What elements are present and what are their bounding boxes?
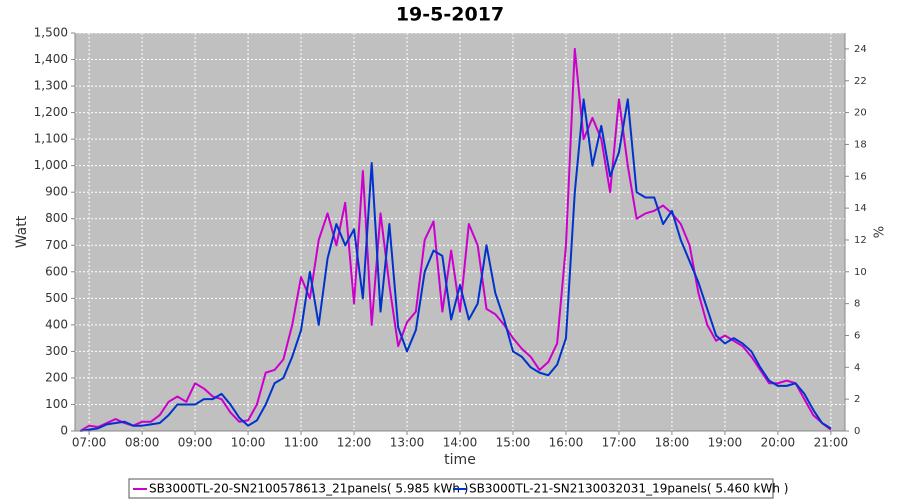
x-tick-label: 20:00 <box>761 436 796 450</box>
y-tick-label: 1,200 <box>34 105 68 119</box>
x-tick-label: 07:00 <box>72 436 107 450</box>
y-tick-label: 700 <box>45 238 68 252</box>
y-tick-label: 500 <box>45 291 68 305</box>
y-tick-label: 600 <box>45 264 68 278</box>
series-line <box>79 47 832 432</box>
y-tick-label: 200 <box>45 370 68 384</box>
y2-tick-label: 16 <box>854 171 867 182</box>
y2-tick-label: 0 <box>854 426 860 437</box>
y-tick-label: 1,400 <box>34 52 68 66</box>
x-tick-label: 17:00 <box>602 436 637 450</box>
y2-tick-label: 20 <box>854 108 867 119</box>
y-tick-label: 800 <box>45 211 68 225</box>
y2-axis-label: % <box>873 226 888 238</box>
y-tick-label: 100 <box>45 397 68 411</box>
x-tick-label: 13:00 <box>390 436 425 450</box>
y-axis-label: Watt <box>14 215 30 248</box>
y2-tick-label: 4 <box>854 362 860 373</box>
y-tick-label: 1,300 <box>34 79 68 93</box>
legend <box>128 478 774 499</box>
x-tick-label: 11:00 <box>284 436 319 450</box>
x-tick-label: 10:00 <box>231 436 266 450</box>
legend-label: SB3000TL-20-SN2100578613_21panels( 5.985… <box>149 482 468 496</box>
x-tick-label: 15:00 <box>496 436 531 450</box>
y-tick-label: 900 <box>45 185 68 199</box>
y-tick-label: 1,100 <box>34 132 68 146</box>
y-tick-label: 400 <box>45 317 68 331</box>
x-tick-label: 12:00 <box>337 436 372 450</box>
y2-tick-label: 18 <box>854 139 867 150</box>
legend-label: SB3000TL-21-SN2130032031_19panels( 5.460… <box>469 482 788 496</box>
x-tick-label: 18:00 <box>655 436 690 450</box>
y2-tick-label: 14 <box>854 203 867 214</box>
x-tick-label: 16:00 <box>549 436 584 450</box>
y2-tick-label: 12 <box>854 235 867 246</box>
x-tick-label: 14:00 <box>443 436 478 450</box>
y2-tick-label: 2 <box>854 394 860 405</box>
x-tick-label: 21:00 <box>814 436 849 450</box>
y-tick-label: 0 <box>60 424 68 438</box>
x-axis-label: time <box>444 452 476 468</box>
y-tick-label: 1,500 <box>34 26 68 40</box>
x-tick-label: 08:00 <box>125 436 160 450</box>
y2-tick-label: 22 <box>854 76 867 87</box>
x-tick-label: 09:00 <box>178 436 213 450</box>
y-tick-label: 300 <box>45 344 68 358</box>
y2-tick-label: 10 <box>854 267 867 278</box>
x-tick-label: 19:00 <box>708 436 743 450</box>
y2-tick-label: 6 <box>854 330 860 341</box>
y2-tick-label: 24 <box>854 44 867 55</box>
plot-area <box>75 33 845 431</box>
chart-title: 19-5-2017 <box>396 4 504 26</box>
y2-tick-label: 8 <box>854 299 860 310</box>
series-line <box>80 98 832 432</box>
y-tick-label: 1,000 <box>34 158 68 172</box>
